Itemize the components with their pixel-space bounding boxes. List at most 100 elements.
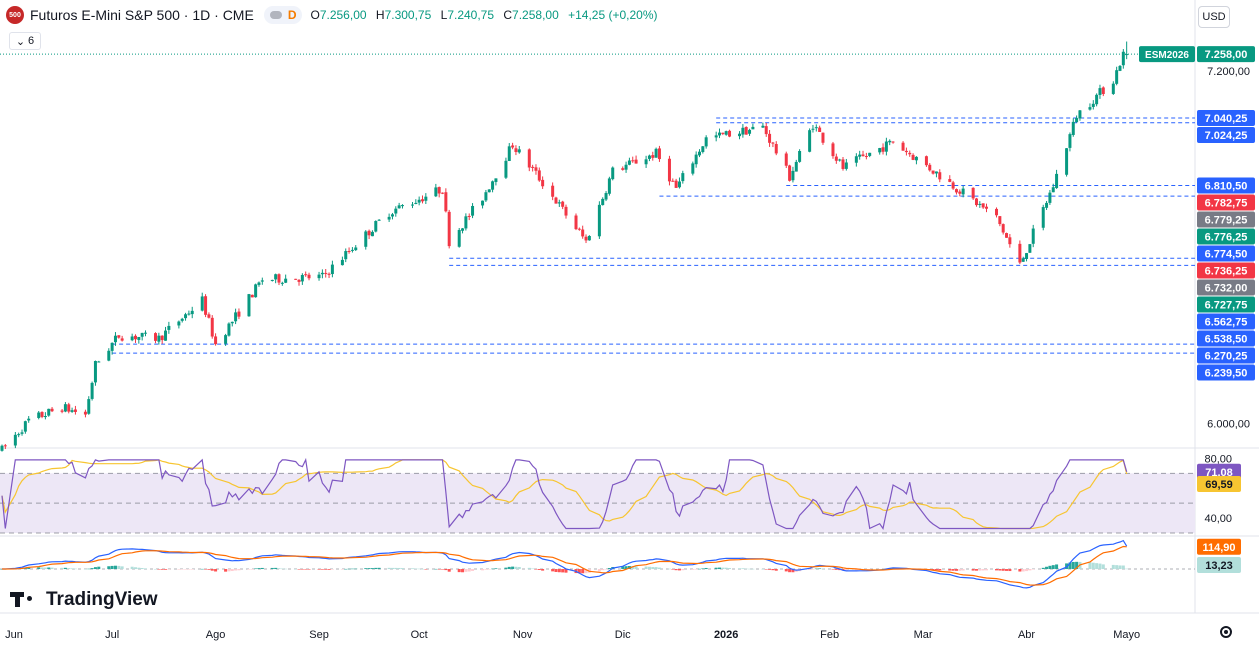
candle-body (884, 141, 888, 152)
candle-body (1005, 233, 1009, 238)
candle-body (914, 156, 918, 161)
currency-selector[interactable]: USD (1198, 6, 1230, 28)
candle-body (774, 144, 778, 154)
rsi-ma-line (1, 459, 1128, 530)
candle-body (284, 278, 288, 283)
macd-histogram-bar (97, 566, 101, 570)
macd-histogram-bar (1018, 569, 1022, 572)
macd-histogram-bar (1111, 564, 1115, 570)
macd-value-box (1197, 557, 1241, 574)
macd-histogram-bar (744, 568, 748, 570)
candle-body (410, 204, 414, 206)
candle-body (227, 323, 231, 336)
candle-body (948, 179, 952, 182)
macd-histogram-bar (1068, 562, 1072, 570)
symbol-title[interactable]: Futuros E-Mini S&P 500 · 1D · CME (30, 7, 254, 23)
macd-histogram-bar (180, 569, 184, 570)
candle-body (938, 172, 942, 180)
tradingview-logo[interactable]: TradingView (10, 589, 158, 611)
settings-gear-icon[interactable] (1220, 626, 1232, 638)
price-label-box (1197, 347, 1255, 364)
macd-histogram-bar (154, 568, 158, 570)
macd-histogram-bar (1095, 563, 1099, 570)
indicators-collapse-button[interactable]: ⌄ 6 (9, 32, 41, 50)
macd-histogram-bar (774, 569, 778, 571)
candle-body (784, 153, 788, 166)
candle-body (541, 179, 545, 187)
macd-histogram-bar (481, 569, 485, 571)
price-label-box (1197, 110, 1255, 127)
candle-body (1055, 173, 1059, 189)
macd-histogram-bar (554, 569, 558, 572)
candle-body (117, 335, 121, 338)
macd-histogram-bar (420, 568, 424, 570)
macd-histogram-bar (130, 566, 134, 570)
candle-body (63, 404, 67, 412)
macd-histogram-bar (117, 565, 121, 570)
candle-body (771, 142, 775, 144)
candle-body (207, 314, 211, 318)
macd-histogram-bar (187, 569, 191, 570)
candle-body (1121, 51, 1125, 66)
candle-body (931, 170, 935, 174)
candle-body (1025, 253, 1029, 259)
macd-line (2, 539, 1128, 589)
time-axis-label: Feb (820, 629, 839, 641)
macd-histogram-bar (397, 567, 401, 570)
candle-body (467, 215, 471, 217)
macd-histogram-bar (631, 566, 635, 570)
candle-body (1071, 121, 1075, 135)
macd-histogram-bar (1028, 569, 1032, 571)
macd-histogram-bar (764, 569, 768, 570)
macd-histogram-bar (1005, 569, 1009, 571)
macd-value: 114,90 (1202, 542, 1235, 554)
macd-histogram-bar (87, 568, 91, 570)
candle-body (234, 312, 238, 322)
price-label-box (1197, 313, 1255, 330)
macd-histogram-bar (491, 568, 495, 570)
macd-histogram-bar (604, 569, 608, 570)
candle-body (23, 421, 27, 432)
macd-histogram-bar (177, 569, 181, 570)
candle-body (344, 251, 348, 260)
macd-histogram-bar (831, 569, 835, 570)
market-status-badge[interactable]: D (263, 6, 303, 24)
macd-histogram-bar (761, 568, 765, 570)
macd-histogram-bar (434, 568, 438, 570)
macd-histogram-bar (160, 569, 164, 570)
candle-body (904, 150, 908, 153)
candle-body (137, 336, 141, 340)
close-value: 7.258,00 (512, 8, 559, 22)
candle-body (274, 274, 278, 280)
macd-histogram-bar (671, 569, 675, 570)
candle-body (724, 131, 728, 135)
price-label: 6.810,50 (1205, 180, 1248, 192)
macd-histogram-bar (541, 569, 545, 571)
macd-histogram-bar (634, 566, 638, 570)
symbol-logo[interactable]: 500 (6, 6, 24, 24)
price-label-box (1197, 228, 1255, 245)
time-axis-label: Abr (1018, 629, 1035, 641)
candle-body (624, 164, 628, 170)
time-axis-label: 2026 (714, 629, 738, 641)
macd-histogram-bar (43, 567, 47, 570)
candle-body (347, 251, 351, 253)
candle-body (858, 154, 862, 157)
macd-histogram-bar (808, 569, 812, 570)
macd-histogram-bar (1115, 565, 1119, 570)
macd-histogram-bar (984, 569, 988, 571)
candle-body (974, 198, 978, 206)
macd-histogram-bar (224, 569, 228, 572)
candle-body (1048, 192, 1052, 203)
macd-histogram-bar (294, 568, 298, 570)
macd-histogram-bar (190, 569, 194, 570)
candle-body (130, 336, 134, 341)
macd-histogram-bar (200, 568, 204, 570)
candle-body (888, 140, 892, 143)
macd-histogram-bar (63, 567, 67, 570)
candle-body (40, 411, 44, 417)
candle-body (984, 206, 988, 209)
change-value: +14,25 (+0,20%) (568, 8, 658, 22)
candle-body (67, 404, 71, 412)
